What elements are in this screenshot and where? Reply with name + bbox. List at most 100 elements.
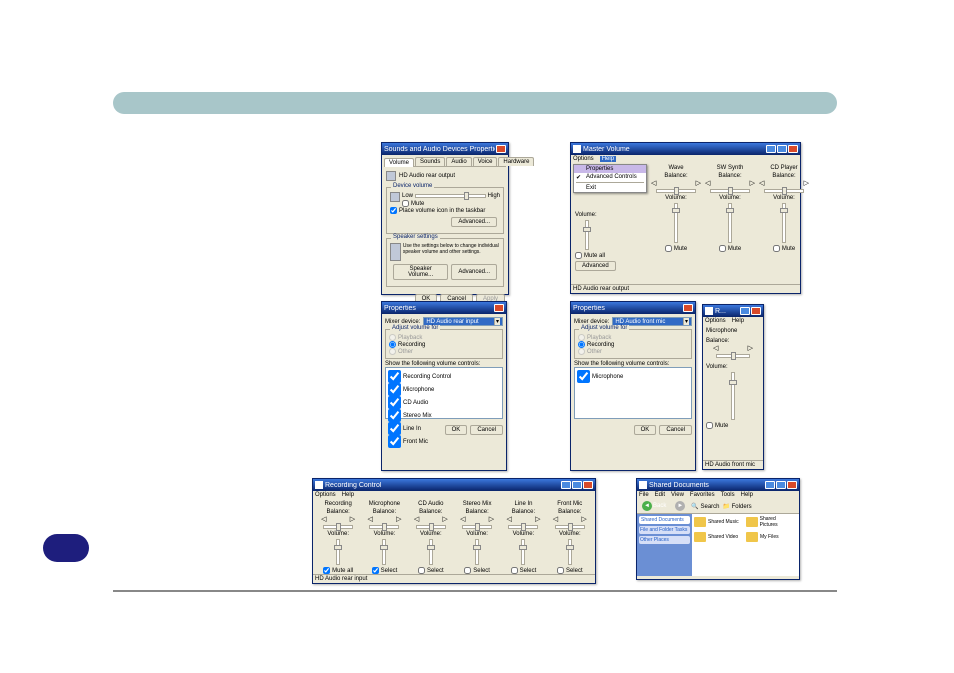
- advanced-controls-item[interactable]: ✔Advanced Controls: [574, 173, 646, 181]
- help-menu[interactable]: Help: [342, 492, 354, 498]
- volume-slider[interactable]: [475, 539, 479, 565]
- titlebar[interactable]: Sounds and Audio Devices Properties: [382, 143, 508, 155]
- tab-volume[interactable]: Volume: [384, 158, 414, 167]
- recording-radio[interactable]: Recording: [389, 341, 499, 348]
- volume-slider[interactable]: [674, 203, 678, 243]
- mute-checkbox[interactable]: Mute: [665, 245, 687, 252]
- ok-button[interactable]: OK: [634, 425, 657, 435]
- mute-checkbox[interactable]: Mute: [719, 245, 741, 252]
- file-folder-tasks[interactable]: File and Folder Tasks: [639, 526, 690, 534]
- volume-slider[interactable]: [382, 539, 386, 565]
- volume-slider[interactable]: [782, 203, 786, 243]
- close-icon[interactable]: [494, 304, 504, 312]
- close-icon[interactable]: [751, 307, 761, 315]
- shared-documents-header[interactable]: Shared Documents: [639, 516, 690, 524]
- volume-slider[interactable]: [336, 539, 340, 565]
- minimize-icon[interactable]: [561, 481, 571, 489]
- tab-audio[interactable]: Audio: [446, 157, 471, 166]
- mute-checkbox[interactable]: Mute: [706, 422, 760, 429]
- folder-area[interactable]: Shared Music Shared Pictures Shared Vide…: [692, 514, 799, 544]
- back-button[interactable]: ◄Back: [639, 500, 669, 512]
- menu-bar: Options Help: [703, 317, 763, 325]
- mute-all-checkbox[interactable]: Mute all: [323, 567, 353, 574]
- close-icon[interactable]: [496, 145, 506, 153]
- mute-checkbox[interactable]: Mute: [773, 245, 795, 252]
- help-menu[interactable]: Help: [600, 156, 616, 162]
- tab-hardware[interactable]: Hardware: [498, 157, 534, 166]
- select-checkbox[interactable]: Select: [418, 567, 444, 574]
- folder-item[interactable]: My Files: [746, 532, 794, 542]
- search-button[interactable]: 🔍 Search: [691, 503, 719, 510]
- mute-checkbox[interactable]: Mute: [402, 200, 500, 207]
- folder-item[interactable]: Shared Video: [694, 532, 742, 542]
- folder-item[interactable]: Shared Pictures: [746, 516, 794, 528]
- balance-slider[interactable]: [656, 189, 696, 193]
- titlebar[interactable]: R...: [703, 305, 763, 317]
- exit-item[interactable]: Exit: [574, 184, 646, 192]
- volume-slider[interactable]: [731, 372, 735, 420]
- balance-slider[interactable]: [710, 189, 750, 193]
- speaker-volume-button[interactable]: Speaker Volume...: [393, 264, 448, 280]
- cancel-button[interactable]: Cancel: [470, 425, 503, 435]
- tray-icon-checkbox[interactable]: Place volume icon in the taskbar: [390, 207, 500, 214]
- help-menu[interactable]: Help: [732, 318, 744, 324]
- titlebar[interactable]: Shared Documents: [637, 479, 799, 491]
- recording-radio[interactable]: Recording: [578, 341, 688, 348]
- balance-slider[interactable]: [508, 525, 538, 529]
- tools-menu[interactable]: Tools: [721, 492, 735, 498]
- close-icon[interactable]: [583, 481, 593, 489]
- titlebar[interactable]: Recording Control: [313, 479, 595, 491]
- volume-slider[interactable]: [415, 194, 486, 198]
- maximize-icon[interactable]: [776, 481, 786, 489]
- close-icon[interactable]: [788, 145, 798, 153]
- balance-slider[interactable]: [555, 525, 585, 529]
- volume-slider[interactable]: [728, 203, 732, 243]
- maximize-icon[interactable]: [572, 481, 582, 489]
- minimize-icon[interactable]: [766, 145, 776, 153]
- options-menu[interactable]: Options: [315, 492, 336, 498]
- favorites-menu[interactable]: Favorites: [690, 492, 715, 498]
- ok-button[interactable]: OK: [445, 425, 468, 435]
- minimize-icon[interactable]: [765, 481, 775, 489]
- balance-slider[interactable]: [716, 354, 750, 358]
- mute-all-checkbox[interactable]: Mute all: [575, 252, 616, 259]
- balance-slider[interactable]: [323, 525, 353, 529]
- balance-slider[interactable]: [416, 525, 446, 529]
- properties-item[interactable]: Properties: [574, 165, 646, 173]
- maximize-icon[interactable]: [777, 145, 787, 153]
- controls-listbox[interactable]: Recording Control Microphone CD Audio St…: [385, 367, 503, 419]
- advanced-button[interactable]: Advanced...: [451, 264, 497, 280]
- tab-sounds[interactable]: Sounds: [415, 157, 445, 166]
- titlebar[interactable]: Properties: [571, 302, 695, 314]
- volume-slider[interactable]: [585, 220, 589, 250]
- select-checkbox[interactable]: Select: [372, 567, 398, 574]
- options-menu[interactable]: Options: [573, 156, 594, 162]
- view-menu[interactable]: View: [671, 492, 684, 498]
- help-menu[interactable]: Help: [741, 492, 753, 498]
- edit-menu[interactable]: Edit: [655, 492, 665, 498]
- select-checkbox[interactable]: Select: [557, 567, 583, 574]
- close-icon[interactable]: [683, 304, 693, 312]
- advanced-button[interactable]: Advanced: [575, 261, 616, 271]
- select-checkbox[interactable]: Select: [464, 567, 490, 574]
- balance-slider[interactable]: [462, 525, 492, 529]
- advanced-button[interactable]: Advanced...: [451, 217, 497, 227]
- titlebar[interactable]: Properties: [382, 302, 506, 314]
- tab-voice[interactable]: Voice: [473, 157, 498, 166]
- other-places[interactable]: Other Places: [639, 536, 690, 544]
- close-icon[interactable]: [787, 481, 797, 489]
- titlebar[interactable]: Master Volume: [571, 143, 800, 155]
- file-menu[interactable]: File: [639, 492, 649, 498]
- volume-slider[interactable]: [429, 539, 433, 565]
- options-menu[interactable]: Options: [705, 318, 726, 324]
- minimize-icon[interactable]: [740, 307, 750, 315]
- cancel-button[interactable]: Cancel: [659, 425, 692, 435]
- volume-slider[interactable]: [521, 539, 525, 565]
- volume-slider[interactable]: [568, 539, 572, 565]
- folders-button[interactable]: 📁 Folders: [723, 503, 752, 510]
- folder-item[interactable]: Shared Music: [694, 516, 742, 528]
- balance-slider[interactable]: [369, 525, 399, 529]
- balance-slider[interactable]: [764, 189, 804, 193]
- controls-listbox[interactable]: Microphone: [574, 367, 692, 419]
- select-checkbox[interactable]: Select: [511, 567, 537, 574]
